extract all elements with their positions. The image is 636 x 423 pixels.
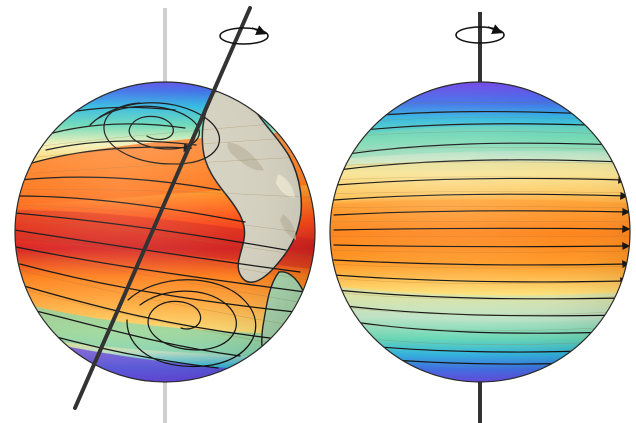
- rotation-arrow-icon: [455, 24, 505, 44]
- rotation-arrow-icon: [219, 25, 269, 45]
- left-globe: [14, 81, 316, 383]
- left-globe-outline: [14, 81, 316, 383]
- right-globe: [329, 81, 631, 423]
- left-tilted-axis: [73, 6, 252, 410]
